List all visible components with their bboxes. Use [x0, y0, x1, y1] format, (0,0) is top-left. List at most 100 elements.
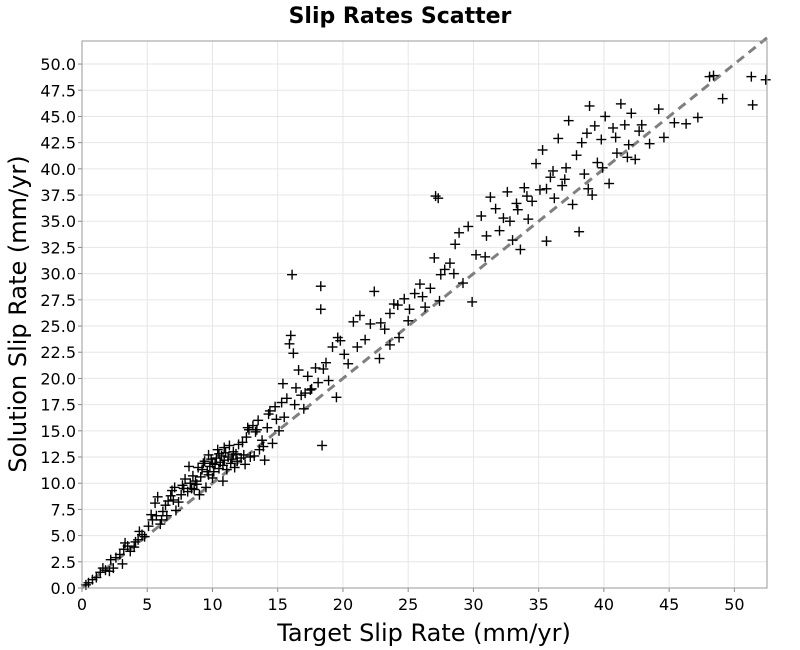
data-point	[515, 244, 526, 255]
data-point	[365, 318, 376, 329]
data-point	[471, 249, 482, 260]
data-point	[507, 235, 518, 246]
data-point	[146, 509, 157, 520]
data-points	[80, 70, 771, 590]
data-point	[583, 183, 594, 194]
data-point	[274, 425, 285, 436]
data-point	[302, 371, 313, 382]
data-point	[310, 362, 321, 373]
data-point	[130, 536, 141, 547]
data-point	[97, 563, 108, 574]
data-point	[165, 490, 176, 501]
x-tick-label: 35	[528, 595, 548, 614]
data-point	[622, 152, 633, 163]
data-point	[630, 154, 641, 165]
data-point	[207, 472, 218, 483]
data-point	[143, 521, 154, 532]
data-point	[284, 338, 295, 349]
data-point	[120, 537, 131, 548]
data-point	[155, 519, 166, 530]
data-point	[420, 302, 431, 313]
data-point	[251, 424, 262, 435]
data-point	[592, 157, 603, 168]
data-point	[221, 464, 232, 475]
data-point	[199, 456, 210, 467]
data-point	[281, 393, 292, 404]
data-point	[563, 115, 574, 126]
data-point	[589, 120, 600, 131]
data-point	[288, 348, 299, 359]
data-point	[403, 315, 414, 326]
data-point	[343, 358, 354, 369]
data-point	[315, 281, 326, 292]
data-point	[242, 422, 253, 433]
data-point	[480, 251, 491, 262]
data-point	[597, 162, 608, 173]
data-point	[626, 108, 637, 119]
data-point	[644, 138, 655, 149]
data-point	[448, 268, 459, 279]
data-point	[417, 291, 428, 302]
data-point	[581, 128, 592, 139]
data-point	[332, 332, 343, 343]
data-point	[318, 363, 329, 374]
data-point	[571, 150, 582, 161]
data-point	[392, 300, 403, 311]
data-point	[180, 474, 191, 485]
data-point	[523, 214, 534, 225]
data-point	[183, 461, 194, 472]
data-point	[559, 174, 570, 185]
data-point	[249, 450, 260, 461]
data-point	[692, 112, 703, 123]
data-point	[238, 449, 249, 460]
data-point	[285, 330, 296, 341]
y-tick-label: 0.0	[51, 579, 76, 598]
data-point	[548, 165, 559, 176]
y-tick-label: 25.0	[40, 317, 76, 336]
data-point	[352, 341, 363, 352]
data-point	[681, 118, 692, 129]
data-point	[669, 117, 680, 128]
data-point	[511, 198, 522, 209]
data-point	[379, 324, 390, 335]
data-point	[257, 435, 268, 446]
data-point	[746, 71, 757, 82]
data-point	[485, 192, 496, 203]
data-point	[212, 444, 223, 455]
data-point	[237, 437, 248, 448]
y-tick-label: 22.5	[40, 343, 76, 362]
y-tick-label: 37.5	[40, 186, 76, 205]
data-point	[219, 442, 230, 453]
data-point	[279, 412, 290, 423]
data-point	[271, 414, 282, 425]
x-tick-label: 15	[268, 595, 288, 614]
data-point	[104, 566, 115, 577]
data-point	[457, 278, 468, 289]
data-point	[151, 510, 162, 521]
data-point	[331, 392, 342, 403]
data-point	[241, 432, 252, 443]
data-point	[161, 510, 172, 521]
data-point	[717, 93, 728, 104]
data-point	[105, 554, 116, 565]
data-point	[567, 199, 578, 210]
data-point	[444, 258, 455, 269]
data-point	[409, 288, 420, 299]
y-tick-label: 2.5	[51, 553, 76, 572]
data-point	[230, 448, 241, 459]
data-point	[636, 119, 647, 130]
y-tick-label: 12.5	[40, 448, 76, 467]
data-point	[425, 283, 436, 294]
data-point	[156, 514, 167, 525]
data-point	[224, 440, 235, 451]
data-point	[163, 496, 174, 507]
x-tick-label: 30	[463, 595, 483, 614]
data-point	[623, 139, 634, 150]
data-point	[178, 483, 189, 494]
y-tick-label: 7.5	[51, 500, 76, 519]
data-point	[200, 482, 211, 493]
data-point	[229, 462, 240, 473]
data-point	[253, 415, 264, 426]
data-point	[600, 111, 611, 122]
